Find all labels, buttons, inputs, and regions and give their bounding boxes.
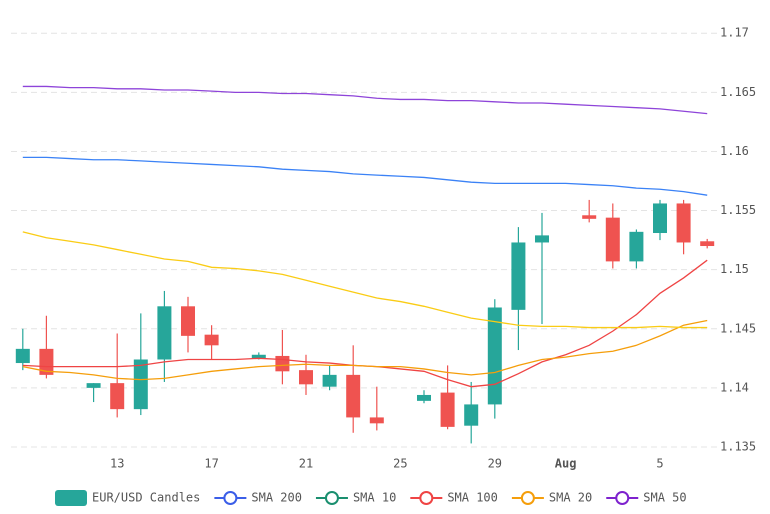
- candle-body: [487, 307, 502, 405]
- candle-body: [322, 374, 337, 387]
- sma-line: [22, 156, 708, 196]
- legend-label: SMA 10: [353, 491, 396, 505]
- y-tick-label: 1.16: [720, 144, 749, 158]
- candle-body: [700, 241, 715, 247]
- legend-marker: [615, 491, 630, 505]
- y-tick-label: 1.15: [720, 262, 749, 276]
- x-tick-label: 13: [110, 457, 124, 471]
- x-tick-label: 21: [299, 457, 313, 471]
- y-tick-label: 1.155: [720, 203, 756, 217]
- x-tick-label: 5: [656, 457, 663, 471]
- candle-body: [535, 235, 549, 243]
- candle-body: [629, 231, 644, 262]
- candle-body: [39, 348, 54, 375]
- legend-label: SMA 200: [251, 491, 302, 505]
- candle-body: [369, 417, 384, 424]
- y-tick-label: 1.14: [720, 380, 749, 394]
- candle-body: [676, 203, 691, 243]
- x-tick-label: 17: [204, 457, 218, 471]
- legend: EUR/USD Candles SMA 200 SMA 10 SMA 100 SMA 2…: [55, 490, 687, 506]
- candle-body: [110, 383, 125, 410]
- x-tick-label: 29: [488, 457, 502, 471]
- legend-label: EUR/USD Candles: [92, 491, 200, 505]
- candle-body: [299, 370, 313, 385]
- candle-body: [86, 383, 101, 388]
- sma-line: [22, 85, 708, 115]
- candle-body: [204, 334, 219, 346]
- x-tick-label: 25: [393, 457, 407, 471]
- legend-marker: [324, 491, 339, 505]
- candle-body: [511, 242, 526, 310]
- candle-body: [133, 359, 148, 410]
- candle-body: [440, 392, 455, 427]
- candle-body: [653, 203, 667, 234]
- y-tick-label: 1.165: [720, 85, 756, 99]
- candle-body: [605, 217, 620, 262]
- legend-label: SMA 20: [549, 491, 592, 505]
- y-tick-label: 1.145: [720, 321, 756, 335]
- candle-body: [346, 374, 361, 418]
- candle-body: [181, 306, 195, 336]
- legend-label: SMA 50: [643, 491, 686, 505]
- candle-body: [275, 355, 290, 372]
- x-tick-label: Aug: [555, 457, 577, 471]
- candle-body: [582, 215, 597, 219]
- sma-line: [22, 259, 708, 388]
- y-tick-label: 1.17: [720, 26, 749, 40]
- candle-body: [15, 348, 30, 364]
- candle-body: [251, 354, 266, 359]
- candle-body: [157, 306, 172, 360]
- legend-marker: [520, 491, 535, 505]
- sma-line: [22, 231, 708, 329]
- y-tick-label: 1.135: [720, 439, 756, 453]
- sma-line: [22, 319, 708, 381]
- legend-label: SMA 100: [447, 491, 498, 505]
- candle-body: [417, 394, 431, 401]
- candle-body: [464, 404, 479, 426]
- legend-swatch: [55, 490, 87, 506]
- legend-marker: [419, 491, 434, 505]
- legend-marker: [223, 491, 238, 505]
